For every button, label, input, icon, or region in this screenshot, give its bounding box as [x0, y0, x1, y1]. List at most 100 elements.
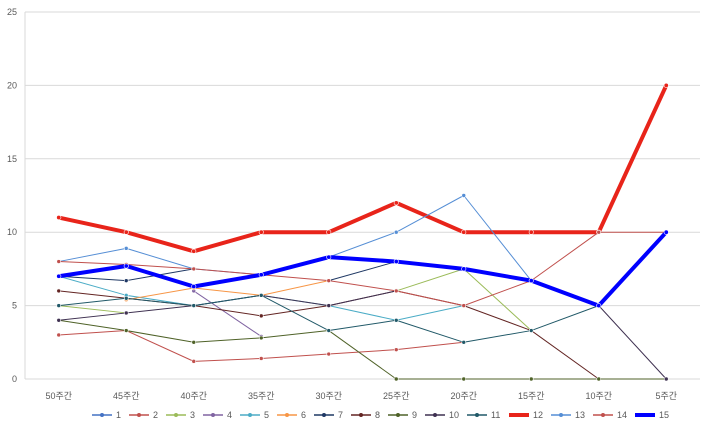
legend-label-10: 10 — [449, 410, 459, 420]
series-10 — [56, 288, 669, 382]
x-tick-label: 45주간 — [113, 391, 140, 401]
legend-item-3: 3 — [166, 410, 195, 420]
data-point-2 — [326, 351, 332, 357]
data-point-11 — [258, 293, 264, 298]
data-point-14 — [596, 229, 602, 235]
data-point-10 — [123, 310, 129, 316]
legend-marker-13 — [559, 413, 563, 417]
series-line-12 — [56, 83, 669, 254]
data-point-9 — [258, 335, 264, 341]
data-point-13 — [461, 193, 467, 198]
y-tick-label: 10 — [7, 227, 17, 237]
legend-item-8: 8 — [351, 410, 380, 420]
legend-item-11: 11 — [467, 410, 500, 420]
legend-marker-2 — [137, 413, 141, 417]
data-point-8 — [258, 313, 264, 319]
legend-label-9: 9 — [412, 410, 417, 420]
data-point-14 — [461, 303, 467, 308]
x-tick-label: 15주간 — [518, 391, 545, 401]
legend-label-15: 15 — [659, 410, 669, 420]
data-point-15 — [191, 284, 197, 290]
x-tick-label: 5주간 — [655, 391, 677, 401]
series-11 — [56, 229, 669, 345]
x-tick-label: 35주간 — [248, 391, 275, 401]
data-point-12 — [663, 82, 669, 88]
y-tick-label: 5 — [12, 301, 17, 311]
data-point-9 — [528, 376, 534, 382]
data-point-9 — [123, 328, 129, 333]
series-line-14 — [58, 231, 667, 307]
legend-marker-10 — [433, 413, 437, 417]
data-point-15 — [393, 259, 399, 265]
legend-marker-9 — [396, 413, 400, 417]
legend-label-14: 14 — [617, 410, 627, 420]
data-point-11 — [461, 339, 467, 345]
y-tick-label: 0 — [12, 374, 17, 384]
legend-item-13: 13 — [551, 410, 585, 420]
legend-marker-3 — [174, 413, 178, 417]
data-point-15 — [528, 278, 534, 284]
data-point-14 — [393, 288, 399, 294]
series-7 — [56, 229, 534, 283]
data-point-2 — [258, 356, 264, 361]
legend-marker-5 — [248, 413, 252, 417]
data-point-9 — [461, 376, 467, 382]
legend-marker-1 — [100, 413, 104, 417]
data-point-12 — [461, 229, 467, 235]
legend-marker-12 — [517, 413, 521, 417]
series-line-4 — [193, 290, 262, 337]
data-point-2 — [191, 359, 197, 364]
data-point-7 — [123, 278, 129, 283]
data-point-2 — [56, 332, 62, 338]
series-line-10 — [598, 305, 667, 380]
data-point-10 — [326, 303, 332, 308]
x-tick-label: 10주간 — [585, 391, 612, 401]
data-point-8 — [56, 288, 62, 294]
x-tick-label: 20주간 — [450, 391, 477, 401]
data-point-11 — [191, 303, 197, 308]
data-point-15 — [56, 273, 62, 279]
legend: 1 2 3 4 5 6 7 8 9 10 11 12 13 14 15 — [92, 410, 669, 420]
data-point-14 — [56, 259, 62, 264]
series-line-9 — [58, 319, 667, 380]
data-point-2 — [393, 347, 399, 352]
data-point-9 — [393, 376, 399, 382]
legend-item-2: 2 — [129, 410, 158, 420]
legend-label-1: 1 — [116, 410, 121, 420]
legend-label-13: 13 — [575, 410, 585, 420]
legend-marker-7 — [322, 413, 326, 417]
data-point-15 — [461, 266, 467, 272]
legend-label-6: 6 — [301, 410, 306, 420]
data-point-12 — [393, 200, 399, 206]
data-point-9 — [191, 339, 197, 345]
series-9 — [56, 317, 669, 382]
legend-item-14: 14 — [593, 410, 627, 420]
legend-label-8: 8 — [375, 410, 380, 420]
series-12 — [56, 82, 669, 254]
legend-item-5: 5 — [240, 410, 269, 420]
data-point-10 — [56, 317, 62, 323]
series-lines — [56, 82, 669, 382]
data-point-9 — [596, 376, 602, 382]
legend-item-1: 1 — [92, 410, 121, 420]
data-point-15 — [596, 303, 602, 309]
legend-item-6: 6 — [277, 410, 306, 420]
series-line-3 — [58, 305, 127, 314]
data-point-13 — [123, 246, 129, 251]
y-tick-label: 25 — [7, 7, 17, 17]
data-point-13 — [393, 229, 399, 235]
legend-marker-11 — [475, 413, 479, 417]
series-line-7 — [328, 261, 397, 282]
legend-item-4: 4 — [203, 410, 232, 420]
data-point-12 — [123, 229, 129, 235]
x-tick-label: 50주간 — [45, 391, 72, 401]
data-point-12 — [191, 248, 197, 254]
series-15 — [56, 229, 669, 309]
data-point-10 — [663, 376, 669, 382]
gridlines — [24, 11, 700, 380]
x-tick-label: 25주간 — [383, 391, 410, 401]
data-point-11 — [326, 328, 332, 333]
legend-marker-14 — [601, 413, 605, 417]
data-point-15 — [326, 254, 332, 260]
